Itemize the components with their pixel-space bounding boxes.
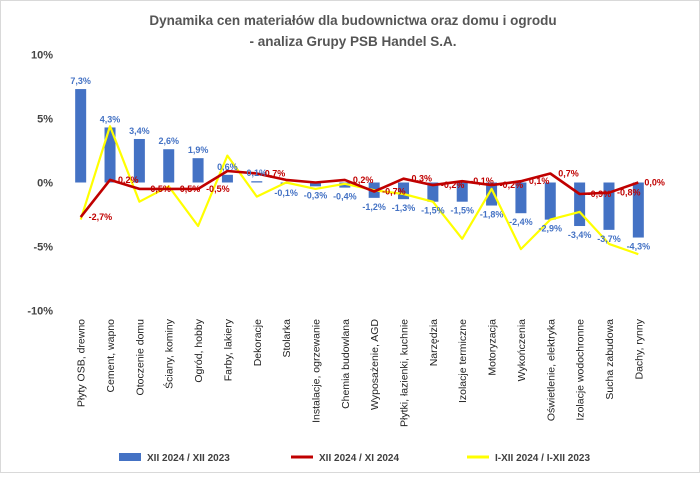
- x-category-label: Ściany, kominy: [163, 318, 176, 389]
- line-data-label: -0,5%: [147, 184, 171, 194]
- line-data-label: -0,8%: [617, 188, 641, 198]
- x-category-label: Oświetlenie, elektryka: [545, 319, 557, 421]
- bar-data-label: -0,4%: [333, 192, 357, 202]
- x-category-label: Wykończenia: [516, 319, 528, 382]
- bar-data-label: 2,6%: [158, 136, 179, 146]
- bar-data-label: -3,4%: [568, 230, 592, 240]
- x-category-label: Ogród, hobby: [193, 318, 205, 382]
- x-category-label: Izolacje termiczne: [457, 319, 469, 403]
- bar-data-label: -0,3%: [304, 190, 328, 200]
- line-data-label: 0,1%: [529, 176, 550, 186]
- chart-title-line1: Dynamika cen materiałów dla budownictwa …: [149, 13, 556, 28]
- bar: [309, 182, 321, 187]
- bar-data-label: 1,9%: [188, 145, 209, 155]
- bar: [192, 158, 204, 183]
- line-data-label: -0,5%: [206, 184, 230, 194]
- line-data-label: 0,2%: [118, 175, 139, 185]
- bar: [456, 182, 468, 202]
- x-category-label: Płyty OSB, drewno: [76, 319, 88, 407]
- line-data-label: -0,5%: [177, 184, 201, 194]
- x-category-label: Otoczenie domu: [134, 319, 146, 396]
- legend-swatch-bar: [119, 453, 141, 461]
- bar: [163, 149, 175, 183]
- bar: [486, 182, 498, 206]
- bar: [574, 182, 586, 227]
- bar: [603, 182, 615, 230]
- bar-data-label: -1,3%: [392, 203, 416, 213]
- bar-data-label: -0,1%: [274, 188, 298, 198]
- x-category-label: Motoryzacja: [487, 319, 499, 376]
- series-line-mom: [79, 169, 639, 218]
- chart-title-line2: - analiza Grupy PSB Handel S.A.: [249, 34, 456, 49]
- x-category-label: Cement, wapno: [105, 319, 117, 393]
- line-data-label: 0,3%: [412, 174, 433, 184]
- line-data-label: -0,2%: [441, 180, 465, 190]
- x-category-label: Dachy, rynny: [633, 318, 645, 379]
- bar-data-label: 0,6%: [217, 162, 238, 172]
- x-category-label: Izolacje wodochronne: [575, 319, 587, 421]
- legend-label-mom: XII 2024 / XI 2024: [319, 453, 399, 464]
- bar-data-label: -3,7%: [597, 234, 621, 244]
- bar: [104, 127, 116, 183]
- line-data-label: 0,2%: [353, 175, 374, 185]
- y-tick-label: -5%: [33, 242, 53, 254]
- bar-data-label: -1,8%: [480, 210, 504, 220]
- bar: [427, 182, 439, 202]
- bar-data-label: 7,3%: [70, 76, 91, 86]
- bar: [75, 89, 87, 183]
- bar-data-label: 4,3%: [100, 114, 121, 124]
- bar: [398, 182, 410, 200]
- bar: [133, 138, 145, 183]
- x-category-label: Stolarka: [281, 319, 293, 358]
- bar-data-label: -1,5%: [450, 206, 474, 216]
- line-data-label: -2,7%: [89, 212, 113, 222]
- line-data-label: 0,7%: [265, 169, 286, 179]
- bar-data-label: -2,9%: [539, 224, 563, 234]
- line-data-label: -0,1%: [470, 176, 494, 186]
- x-category-label: Wyposażenie, AGD: [369, 319, 381, 410]
- bar-data-label: 0,1%: [247, 168, 268, 178]
- line-data-label: 0,0%: [644, 178, 665, 188]
- bar: [544, 182, 556, 220]
- bar: [515, 182, 527, 214]
- y-tick-label: 10%: [31, 50, 53, 62]
- x-category-label: Sucha zabudowa: [604, 319, 616, 400]
- line-data-label: -0,7%: [382, 186, 406, 196]
- bar: [632, 182, 644, 238]
- bar-data-label: -1,2%: [362, 202, 386, 212]
- x-category-label: Chemia budowlana: [340, 319, 352, 409]
- bar-data-label: -4,3%: [627, 242, 651, 252]
- x-category-label: Farby, lakiery: [222, 318, 234, 381]
- bar: [221, 174, 233, 183]
- line-data-label: -0,2%: [500, 180, 524, 190]
- y-tick-label: 5%: [37, 114, 53, 126]
- line-data-label: 0,7%: [558, 169, 579, 179]
- bar: [251, 181, 263, 183]
- bar-data-label: 3,4%: [129, 126, 150, 136]
- x-category-label: Instalacje, ogrzewanie: [310, 319, 322, 423]
- legend-label-bar: XII 2024 / XII 2023: [147, 453, 230, 464]
- legend-label-ytd: I-XII 2024 / I-XII 2023: [495, 453, 590, 464]
- x-category-label: Płytki, łazienki, kuchnie: [399, 319, 411, 427]
- y-tick-label: 0%: [37, 178, 53, 190]
- line-data-label: -0,9%: [588, 189, 612, 199]
- x-category-label: Dekoracje: [252, 319, 264, 366]
- bar: [339, 182, 351, 188]
- x-category-label: Narzędzia: [428, 319, 440, 366]
- bar-data-label: -2,4%: [509, 217, 533, 227]
- y-tick-label: -10%: [27, 306, 53, 318]
- bar-data-label: -1,5%: [421, 206, 445, 216]
